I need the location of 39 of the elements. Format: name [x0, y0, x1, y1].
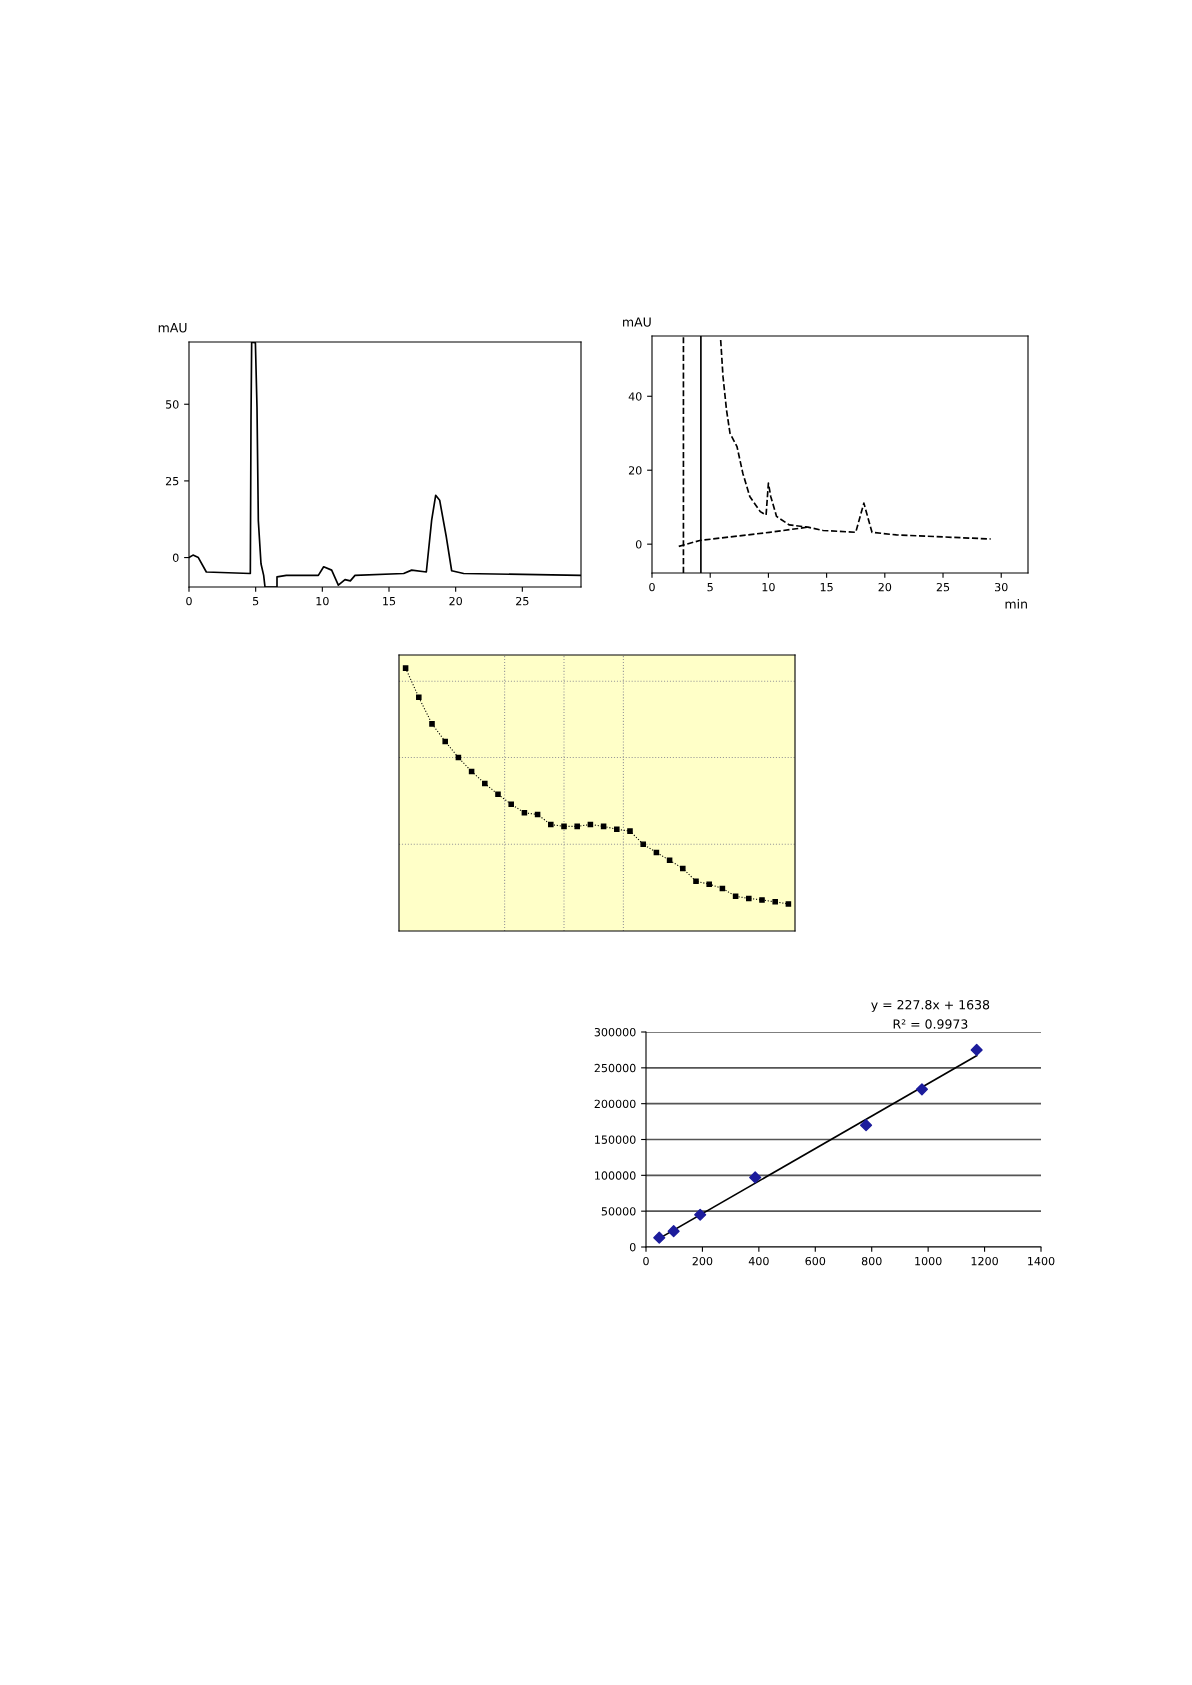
y-tick-label: 40: [628, 392, 642, 401]
y-axis-title: mAU: [623, 317, 651, 327]
x-tick-label: 10: [762, 582, 775, 592]
y-tick-label: 50000: [601, 1207, 636, 1216]
x-tick-label: 1000: [915, 1256, 942, 1266]
x-tick-label: 25: [936, 582, 950, 592]
x-tick-label: 0: [186, 596, 192, 606]
x-tick-label: 0: [643, 1256, 649, 1266]
y-tick-label: 20: [628, 466, 642, 475]
y-tick-label: 100000: [595, 1171, 636, 1180]
y-tick-label: 50: [166, 400, 179, 409]
x-tick-label: 600: [805, 1256, 826, 1266]
y-tick-label: 0: [172, 553, 179, 562]
x-tick-label: 800: [861, 1256, 882, 1266]
y-tick-label: 250000: [594, 1063, 636, 1073]
x-tick-label: 20: [878, 582, 892, 592]
y-tick-label: 300000: [594, 1027, 636, 1037]
x-tick-label: 15: [820, 583, 833, 592]
x-tick-label: 400: [748, 1256, 769, 1266]
y-tick-label: 0: [635, 540, 642, 549]
y-tick-label: 0: [629, 1242, 636, 1252]
y-tick-label: 150000: [595, 1135, 636, 1144]
x-tick-label: 200: [692, 1256, 713, 1266]
x-tick-label: 30: [995, 582, 1008, 592]
x-tick-label: 1200: [971, 1256, 998, 1266]
x-tick-label: 5: [707, 583, 713, 592]
x-tick-label: 15: [383, 597, 396, 606]
x-tick-label: 0: [649, 582, 655, 592]
text: y = 227.8x + 1638: [871, 999, 990, 1012]
y-tick-label: 25: [165, 476, 179, 486]
x-tick-label: 10: [316, 596, 329, 606]
x-tick-label: 25: [516, 596, 529, 606]
x-axis-title: min: [1005, 599, 1027, 609]
y-axis-title: mAU: [158, 323, 187, 333]
y-tick-label: 200000: [594, 1099, 636, 1109]
x-tick-label: 20: [449, 596, 462, 606]
x-tick-label: 5: [252, 597, 259, 606]
x-tick-label: 1400: [1028, 1256, 1055, 1266]
text: R² = 0.9973: [893, 1019, 968, 1029]
